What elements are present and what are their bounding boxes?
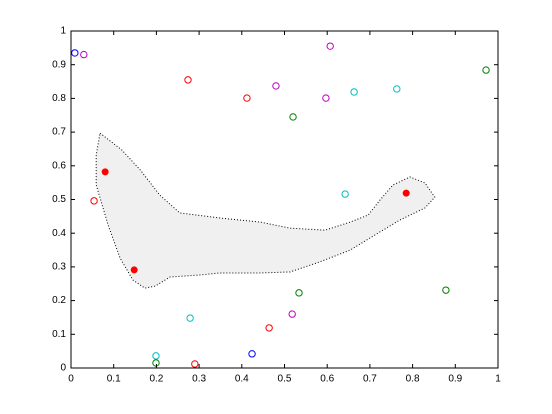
x-tick-label: 1 (495, 374, 501, 385)
point (393, 85, 401, 93)
point (191, 360, 199, 368)
point (289, 113, 297, 121)
x-tick-label: 0.6 (320, 374, 334, 385)
y-tick-label: 0.6 (52, 160, 66, 171)
y-tick-label: 1 (60, 26, 66, 37)
x-tick-label: 0.3 (192, 374, 206, 385)
point (265, 324, 273, 332)
x-tick-label: 0.9 (448, 374, 462, 385)
x-tick-label: 0.5 (278, 374, 292, 385)
point (272, 82, 280, 90)
point (248, 350, 256, 358)
y-tick-label: 0.2 (52, 295, 66, 306)
point (80, 50, 88, 59)
x-tick-label: 0.1 (107, 374, 121, 385)
point (322, 94, 330, 102)
point (482, 66, 490, 74)
y-tick-label: 0.3 (52, 262, 66, 273)
y-tick-label: 0.5 (52, 194, 66, 205)
y-tick-label: 0 (60, 363, 66, 374)
point (341, 190, 349, 198)
point (186, 314, 194, 322)
x-tick-label: 0.7 (363, 374, 377, 385)
region (95, 132, 436, 289)
point (288, 310, 296, 318)
x-tick-label: 0 (68, 374, 74, 385)
x-tick-label: 0.4 (235, 374, 249, 385)
y-tick-label: 0.7 (52, 127, 66, 138)
point (152, 352, 160, 360)
point (101, 168, 109, 176)
point (402, 189, 410, 197)
y-tick-label: 0.9 (52, 59, 66, 70)
x-tick-label: 0.8 (406, 374, 420, 385)
point (184, 76, 192, 84)
point (350, 88, 358, 96)
point (71, 49, 79, 57)
point (442, 286, 450, 294)
x-tick-label: 0.2 (149, 374, 163, 385)
point (130, 266, 138, 274)
y-tick-label: 0.8 (52, 93, 66, 104)
y-tick-label: 0.1 (52, 329, 66, 340)
point (243, 94, 251, 102)
y-tick-label: 0.4 (52, 228, 66, 239)
point (326, 42, 334, 50)
point (295, 289, 303, 297)
point (90, 197, 98, 205)
